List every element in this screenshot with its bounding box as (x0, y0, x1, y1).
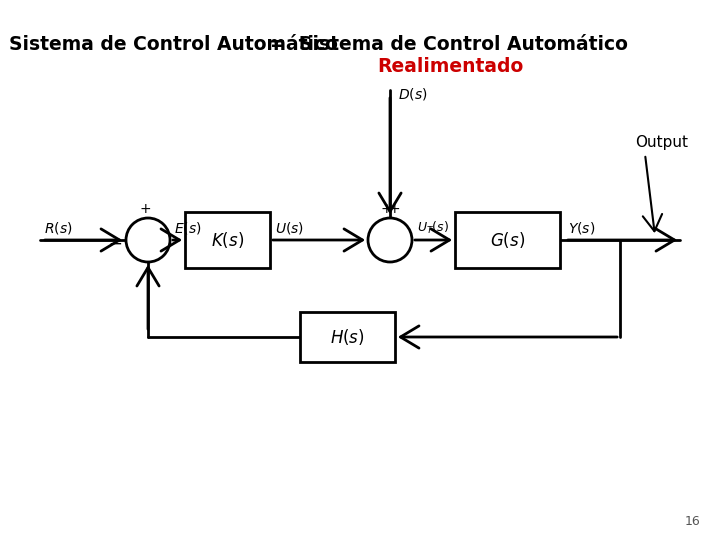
Text: $U(s)$: $U(s)$ (275, 219, 304, 235)
Text: $E(s)$: $E(s)$ (174, 219, 202, 235)
Text: Sistema de Control Automático: Sistema de Control Automático (299, 35, 628, 54)
Text: $Y(s)$: $Y(s)$ (568, 219, 595, 235)
Text: Sistema de Control Automático: Sistema de Control Automático (9, 35, 338, 54)
Circle shape (368, 218, 412, 262)
Text: +: + (139, 202, 150, 216)
Bar (185, 212, 270, 268)
Text: Realimentado: Realimentado (377, 57, 523, 76)
Bar (455, 212, 560, 268)
Text: $G(s)$: $G(s)$ (490, 230, 525, 250)
Text: +: + (388, 202, 400, 216)
Text: −: − (108, 235, 122, 253)
Text: $R(s)$: $R(s)$ (44, 219, 73, 235)
Circle shape (126, 218, 170, 262)
Text: $U_{T}(s)$: $U_{T}(s)$ (417, 220, 449, 236)
Bar (300, 312, 395, 362)
Text: Output: Output (635, 135, 688, 150)
Text: =: = (270, 35, 286, 54)
Text: $D(s)$: $D(s)$ (398, 85, 428, 102)
Text: 16: 16 (684, 515, 700, 528)
Text: +: + (380, 202, 392, 216)
Text: $H(s)$: $H(s)$ (330, 327, 365, 347)
Text: $K(s)$: $K(s)$ (211, 230, 244, 250)
